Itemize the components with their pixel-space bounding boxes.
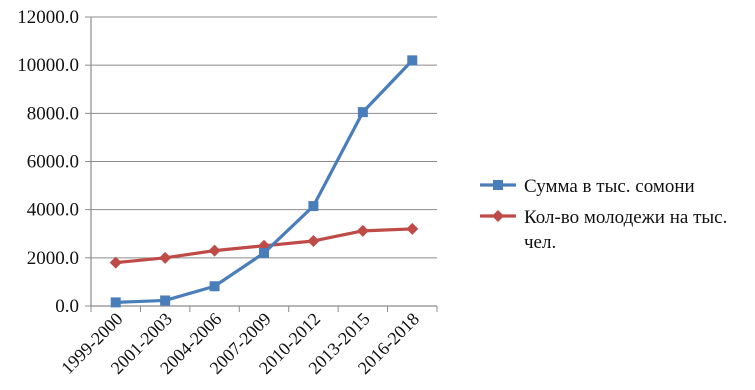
legend: Сумма в тыс. сомони Кол-во молодежи на ты… [480,176,727,253]
data-point [110,297,121,308]
data-point [356,224,369,237]
data-point [407,55,418,66]
y-tick-label: 6000.0 [27,152,79,173]
legend-label: Сумма в тыс. сомони [524,176,695,197]
data-point [308,201,319,212]
y-tick-label: 8000.0 [27,103,79,124]
data-point [160,295,171,306]
legend-label: Кол-во молодежи на тыс. [524,207,727,228]
data-point [209,281,220,292]
y-tick-label: 4000.0 [27,200,79,221]
data-point [406,222,419,235]
data-point [357,107,368,118]
y-axis-ticks: 0.0 2000.0 4000.0 6000.0 8000.0 10000.0 12000.… [17,7,91,317]
data-point [109,256,122,269]
legend-entry-0: Сумма в тыс. сомони [480,176,695,197]
gridlines [91,16,437,259]
data-point [259,248,269,259]
y-tick-label: 0.0 [55,296,79,317]
legend-label: чел. [524,232,556,253]
legend-entry-1: Кол-во молодежи на тыс. чел. [480,207,727,253]
series-group [109,55,419,308]
y-tick-label: 12000.0 [17,7,79,28]
series-0 [110,55,418,308]
legend-marker [492,210,504,222]
series-line [114,58,414,304]
legend-marker [493,180,503,190]
data-point [208,244,221,257]
y-tick-label: 10000.0 [17,55,79,76]
series-1 [109,222,419,269]
data-point [307,234,320,247]
x-axis-ticks: 1999-20002001-20032004-20062007-20092010… [57,306,438,378]
data-point [159,251,172,264]
y-tick-label: 2000.0 [27,248,79,269]
